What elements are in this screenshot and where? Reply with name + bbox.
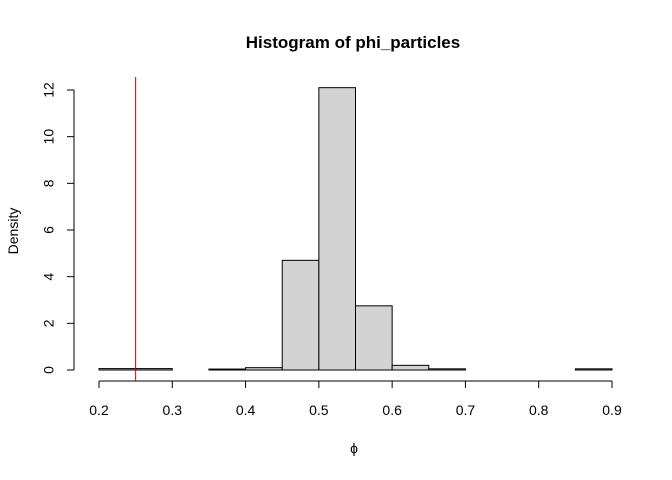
histogram-bar	[135, 368, 173, 371]
histogram-bar	[391, 364, 430, 371]
x-tick-label: 0.2	[89, 402, 109, 418]
histogram-bar	[245, 367, 283, 371]
y-axis-label: Density	[5, 208, 21, 255]
y-tick-label: 12	[41, 82, 57, 98]
y-axis: 0 2 4 6 8 10 12	[41, 82, 75, 374]
histogram-bar	[98, 368, 137, 371]
x-axis-label: ϕ	[350, 440, 358, 456]
y-tick-label: 4	[41, 273, 57, 281]
y-tick-label: 8	[41, 179, 57, 187]
y-tick-label: 6	[41, 226, 57, 234]
histogram-bar	[355, 305, 393, 371]
histogram-bar	[318, 87, 357, 371]
y-tick-label: 0	[41, 366, 57, 374]
x-tick-label: 0.4	[236, 402, 256, 418]
chart-title: Histogram of phi_particles	[246, 33, 460, 52]
histogram-bar	[428, 368, 466, 371]
x-tick-label: 0.5	[309, 402, 329, 418]
x-tick-label: 0.3	[163, 402, 183, 418]
histogram-bars	[98, 87, 613, 371]
histogram-bar	[208, 368, 247, 371]
x-tick-label: 0.8	[529, 402, 549, 418]
histogram-bar	[574, 368, 613, 371]
x-tick-label: 0.9	[602, 402, 622, 418]
x-tick-label: 0.6	[382, 402, 402, 418]
x-axis: 0.2 0.3 0.4 0.5 0.6 0.7 0.8 0.9	[89, 380, 622, 418]
histogram-bar	[281, 259, 320, 371]
y-tick-label: 2	[41, 319, 57, 327]
x-tick-label: 0.7	[456, 402, 476, 418]
y-tick-label: 10	[41, 129, 57, 145]
